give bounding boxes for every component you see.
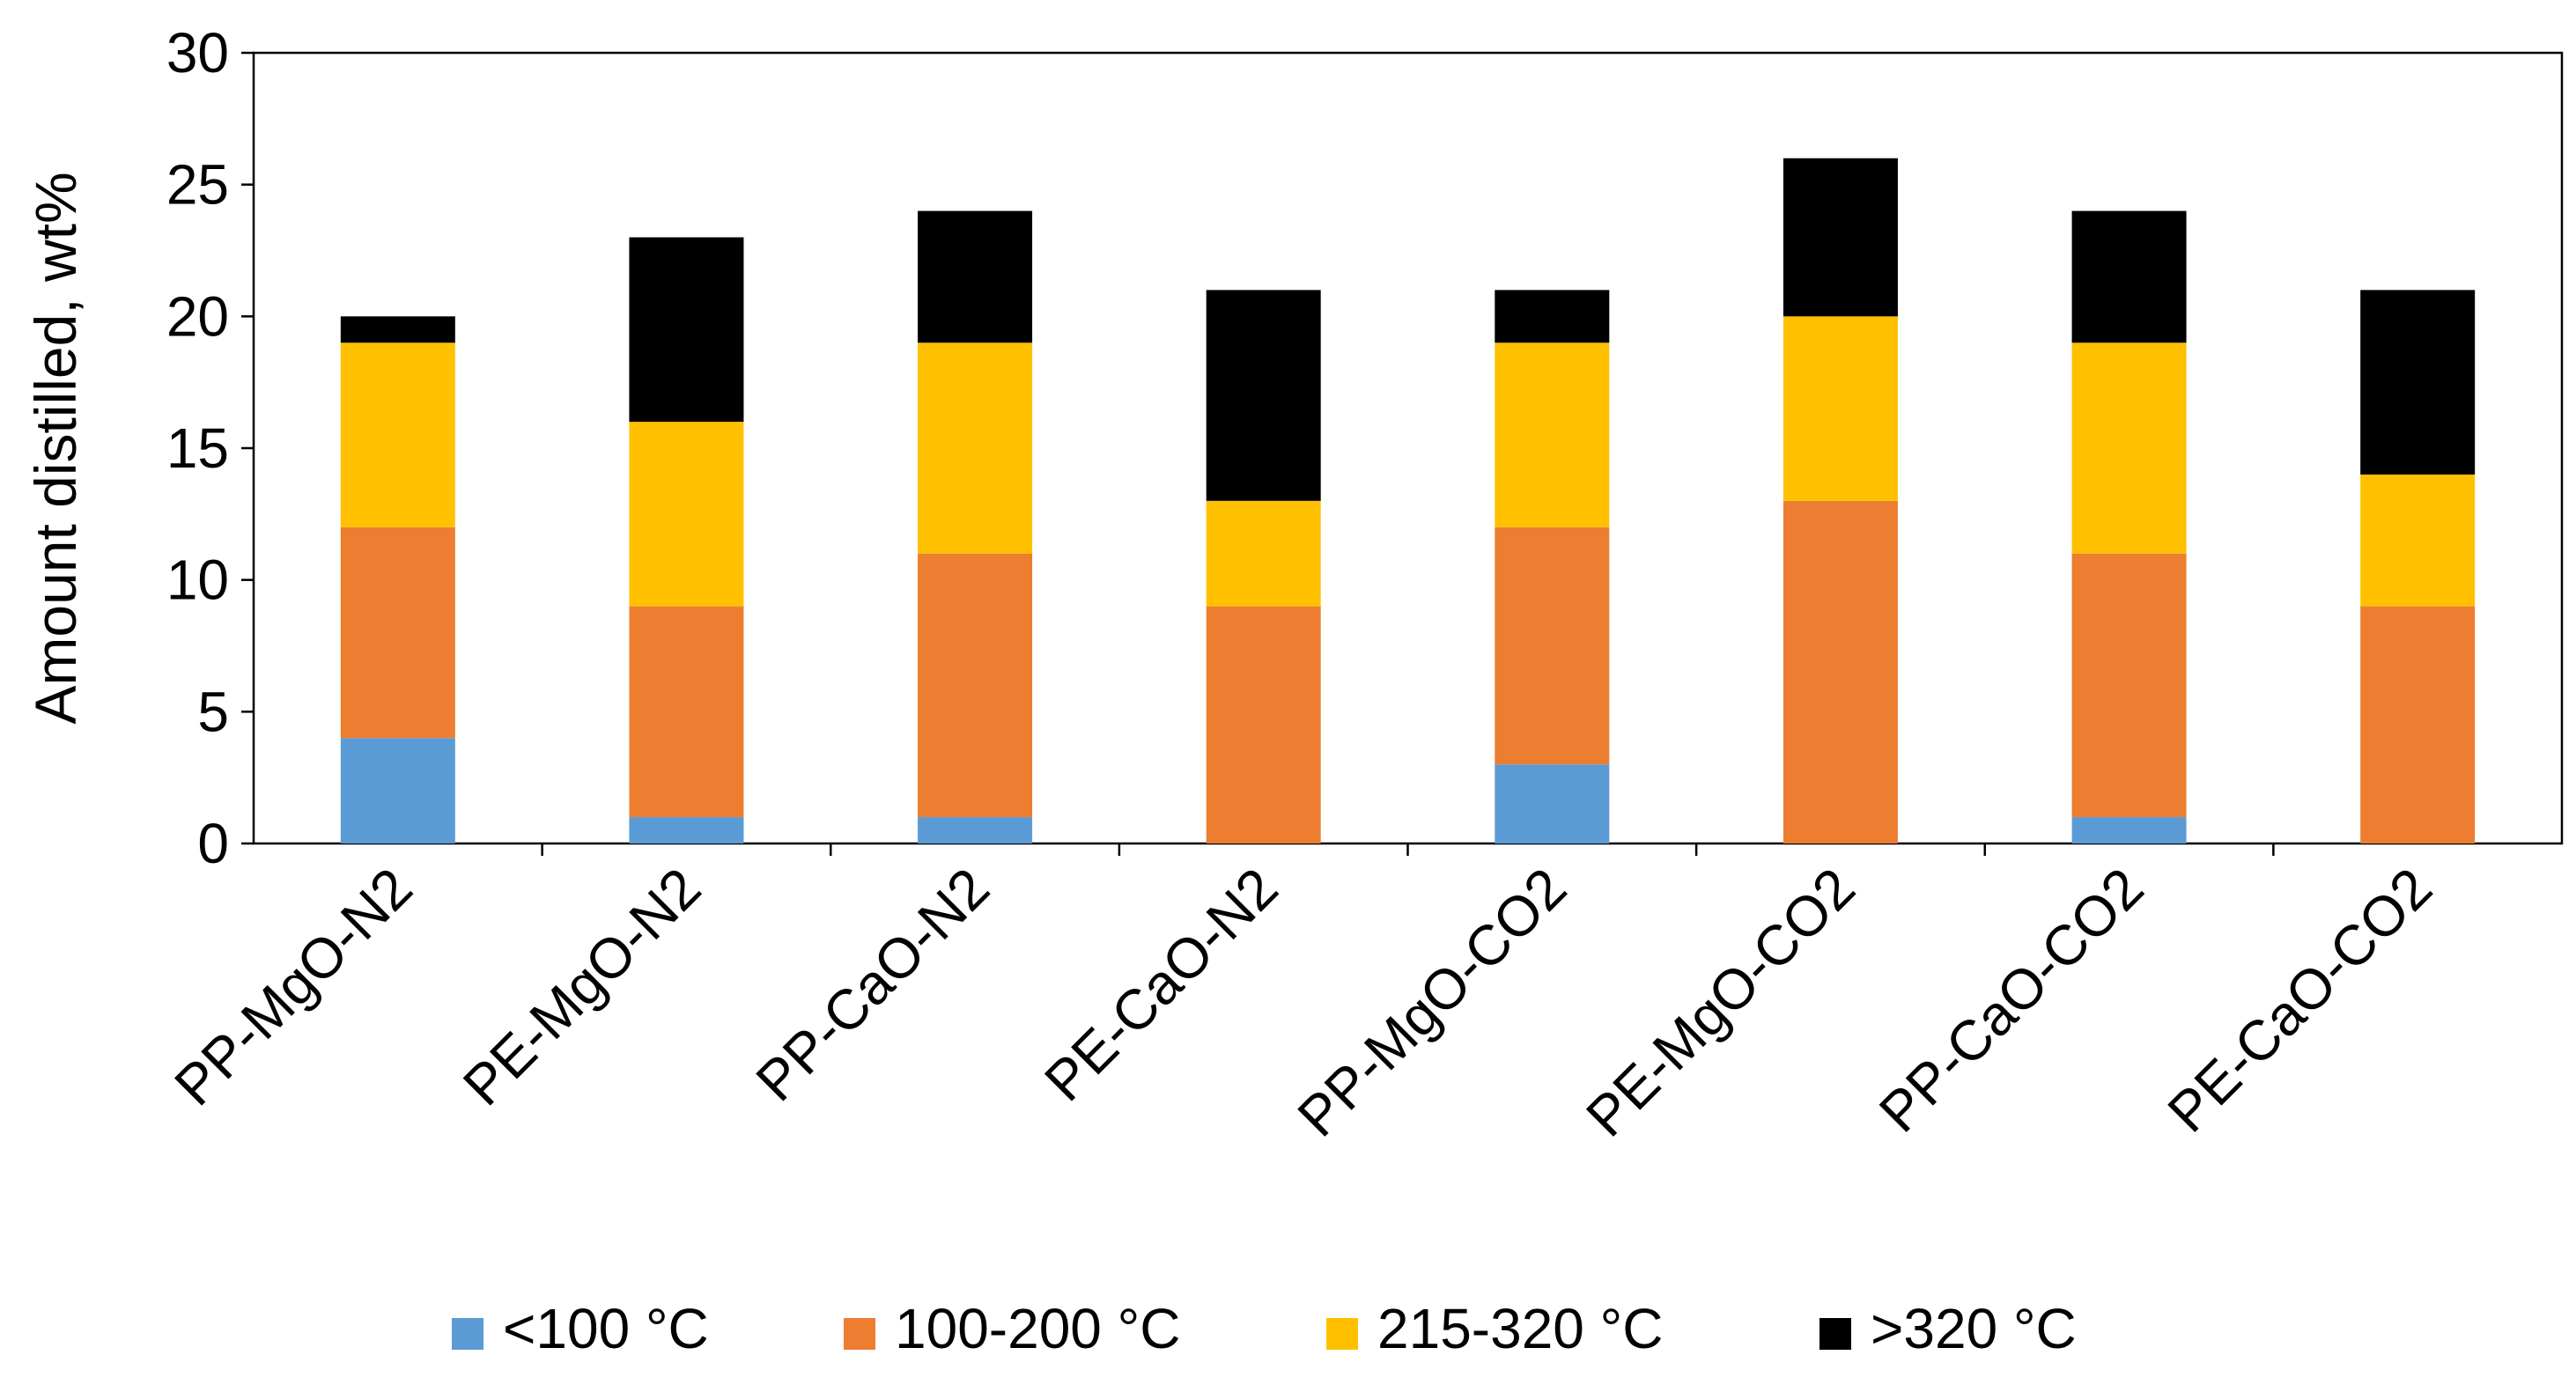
- legend: <100 °C 100-200 °C 215-320 °C >320 °C: [452, 1297, 2077, 1360]
- bar-segment: [340, 316, 455, 343]
- bar-segment: [1783, 316, 1898, 501]
- x-tick-label: PE-CaO-N2: [1032, 856, 1289, 1113]
- bars-layer: [340, 158, 2476, 843]
- bar-segment: [2071, 210, 2187, 343]
- legend-label: <100 °C: [503, 1297, 709, 1360]
- x-tick-label: PE-MgO-CO2: [1574, 856, 1867, 1149]
- bar-segment: [1495, 527, 1610, 765]
- x-tick-label: PE-CaO-CO2: [2156, 856, 2445, 1145]
- x-tick-label: PP-MgO-N2: [162, 856, 424, 1117]
- bar-segment: [918, 342, 1033, 554]
- y-tick-label: 20: [166, 284, 229, 348]
- bar-segment: [1206, 606, 1321, 843]
- bar-segment: [918, 210, 1033, 343]
- y-tick-label: 10: [166, 549, 229, 612]
- legend-swatch: [1326, 1318, 1358, 1350]
- x-tick-label: PP-MgO-CO2: [1286, 856, 1579, 1149]
- bar-segment: [1495, 290, 1610, 343]
- bar-segment: [2360, 290, 2476, 475]
- legend-label: 100-200 °C: [895, 1297, 1180, 1360]
- y-tick-label: 15: [166, 416, 229, 480]
- bar-segment: [2360, 474, 2476, 607]
- bar-segment: [918, 817, 1033, 843]
- bar-segment: [629, 422, 744, 607]
- legend-label: 215-320 °C: [1377, 1297, 1663, 1360]
- bar-segment: [1206, 500, 1321, 607]
- bar-segment: [1783, 158, 1898, 317]
- x-tick-label: PP-CaO-CO2: [1867, 856, 2156, 1145]
- x-tick-label: PE-MgO-N2: [451, 856, 712, 1117]
- y-tick-label: 25: [166, 153, 229, 217]
- y-axis-label: Amount distilled, wt%: [23, 172, 88, 724]
- bar-segment: [1206, 290, 1321, 501]
- bar-segment: [629, 606, 744, 818]
- legend-swatch: [452, 1318, 483, 1350]
- bar-segment: [2360, 606, 2476, 843]
- bar-segment: [629, 817, 744, 843]
- bar-segment: [918, 553, 1033, 818]
- plot-area: [252, 51, 2564, 845]
- bar-segment: [2071, 817, 2187, 843]
- legend-label: >320 °C: [1871, 1297, 2077, 1360]
- bar-segment: [2071, 553, 2187, 818]
- bar-segment: [340, 527, 455, 739]
- bar-segment: [340, 738, 455, 843]
- legend-swatch: [844, 1318, 875, 1350]
- x-tick-label: PP-CaO-N2: [744, 856, 1001, 1113]
- bar-segment: [2071, 342, 2187, 554]
- y-tick-label: 30: [166, 21, 229, 85]
- bar-segment: [629, 237, 744, 423]
- y-tick-label: 5: [197, 680, 229, 743]
- bar-segment: [340, 342, 455, 527]
- y-tick-label: 0: [197, 812, 229, 875]
- legend-swatch: [1819, 1318, 1851, 1350]
- bar-segment: [1495, 342, 1610, 527]
- bar-segment: [1783, 500, 1898, 843]
- bar-segment: [1495, 764, 1610, 843]
